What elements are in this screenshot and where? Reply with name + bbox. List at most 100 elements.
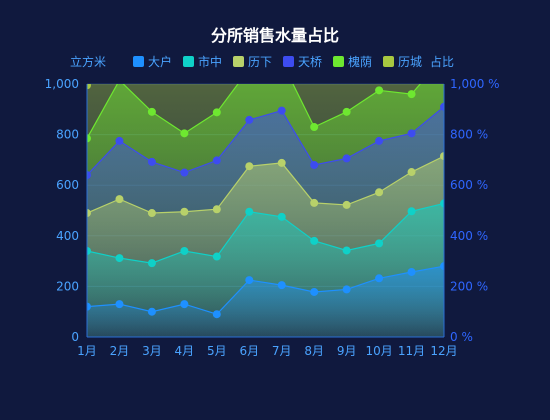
x-tick-label: 2月	[110, 344, 130, 358]
data-point	[118, 84, 121, 85]
y-right-tick-label: 0 %	[450, 330, 473, 344]
data-point	[342, 200, 351, 209]
data-point	[180, 300, 189, 309]
data-point	[245, 162, 254, 171]
data-point	[277, 158, 286, 167]
data-point	[407, 129, 416, 138]
y-axis-right-label: 占比	[430, 54, 454, 69]
data-point	[212, 205, 221, 214]
data-point	[147, 259, 156, 268]
x-tick-label: 11月	[398, 344, 425, 358]
data-point	[440, 199, 444, 208]
x-tick-label: 8月	[304, 344, 324, 358]
legend-swatch	[233, 56, 244, 67]
legend-label: 历城	[398, 55, 422, 69]
data-point	[407, 267, 416, 276]
series-area	[87, 266, 444, 337]
legend-item: 历城	[383, 55, 422, 69]
chart-title: 分所销售水量占比	[211, 26, 339, 45]
legend-label: 历下	[248, 55, 272, 69]
y-right-tick-label: 1,000 %	[450, 77, 500, 91]
legend-item: 市中	[183, 54, 222, 69]
legend-label: 大户	[148, 54, 172, 69]
x-tick-label: 10月	[365, 344, 392, 358]
data-point	[277, 281, 286, 290]
data-point	[147, 107, 156, 116]
x-tick-label: 5月	[207, 344, 227, 358]
data-point	[342, 246, 351, 255]
series-lines	[87, 84, 444, 315]
legend: 大户 市中 历下 天桥 槐荫 历城	[133, 54, 422, 69]
legend-item: 槐荫	[333, 54, 372, 69]
y-right-tick-label: 600 %	[450, 178, 488, 192]
x-tick-label: 6月	[239, 344, 259, 358]
series-areas	[87, 84, 444, 337]
data-point	[180, 246, 189, 255]
data-point	[440, 0, 448, 5]
legend-swatch	[133, 56, 144, 67]
data-point	[375, 136, 384, 145]
data-point	[115, 195, 124, 204]
series-line	[87, 106, 444, 176]
data-point	[87, 171, 91, 180]
data-point	[87, 134, 91, 143]
legend-swatch	[183, 56, 194, 67]
data-point	[212, 310, 221, 319]
data-point	[212, 252, 221, 261]
data-point	[310, 287, 319, 296]
data-point	[375, 188, 384, 197]
series-line	[87, 265, 444, 315]
series-line	[87, 155, 444, 214]
data-point	[342, 285, 351, 294]
y-right-tick-label: 400 %	[450, 229, 488, 243]
data-point	[440, 262, 444, 271]
data-point	[245, 207, 254, 216]
data-point	[212, 108, 221, 117]
y-right-tick-label: 800 %	[450, 128, 488, 142]
data-point	[115, 136, 124, 145]
data-point	[180, 207, 189, 216]
x-tick-label: 12月	[430, 344, 457, 358]
data-point	[407, 90, 416, 99]
data-point	[407, 168, 416, 177]
data-point	[212, 156, 221, 165]
legend-label: 市中	[198, 54, 222, 69]
data-point	[310, 236, 319, 245]
data-point	[375, 274, 384, 283]
series-line	[87, 202, 444, 264]
data-point	[375, 86, 384, 95]
data-point	[147, 209, 156, 218]
data-point	[440, 102, 444, 111]
data-point	[278, 7, 286, 15]
data-point	[277, 212, 286, 221]
data-point	[180, 129, 189, 138]
y-left-tick-label: 1,000	[45, 77, 79, 91]
data-point	[343, 29, 351, 37]
data-point	[245, 276, 254, 285]
data-point	[87, 246, 91, 255]
legend-item: 天桥	[283, 55, 322, 69]
data-point	[115, 300, 124, 309]
axes: 0 0 % 200 200 % 400 400 % 600 600 % 800 800 % 1,00…	[45, 77, 500, 358]
data-point	[375, 239, 384, 248]
data-point	[148, 32, 156, 40]
x-tick-label: 1月	[77, 344, 97, 358]
x-tick-label: 3月	[142, 344, 162, 358]
y-axis-left-label: 立方米	[70, 54, 106, 69]
data-point	[342, 107, 351, 116]
x-tick-label: 9月	[337, 344, 357, 358]
legend-swatch	[383, 56, 394, 67]
data-point	[310, 160, 319, 169]
legend-label: 槐荫	[348, 54, 372, 69]
data-point	[408, 14, 416, 22]
data-point	[375, 9, 383, 17]
data-point	[407, 207, 416, 216]
series-points	[87, 0, 448, 319]
y-left-tick-label: 600	[56, 178, 79, 192]
data-point	[310, 198, 319, 207]
data-point	[147, 307, 156, 316]
y-left-tick-label: 800	[56, 128, 79, 142]
data-point	[245, 2, 253, 10]
data-point	[147, 157, 156, 166]
